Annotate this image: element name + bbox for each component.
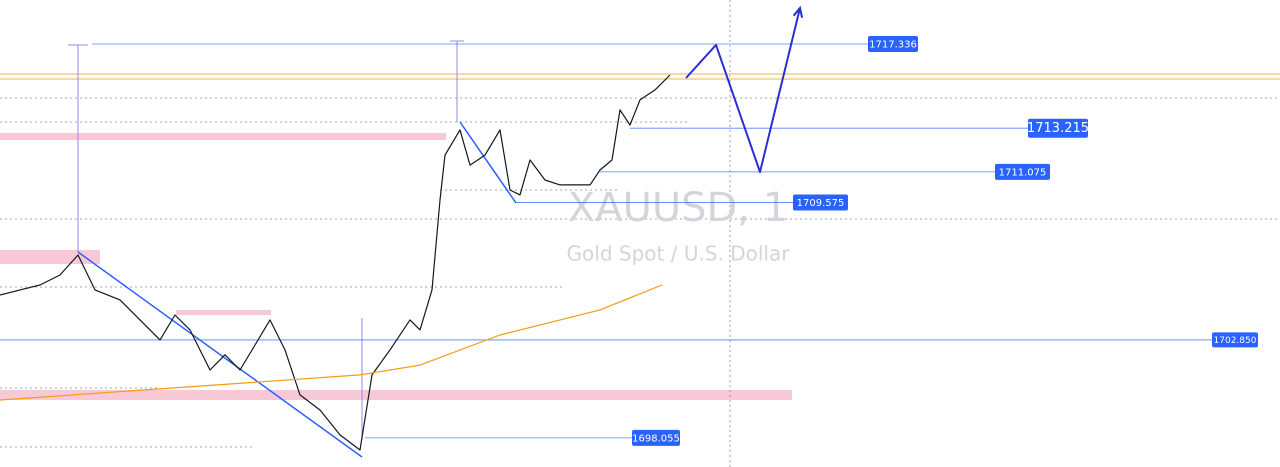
zone: [0, 390, 792, 400]
zone: [0, 133, 446, 140]
level-label-box: [995, 163, 1050, 180]
watermark: XAUUSD, 1: [568, 185, 788, 231]
arrowhead: [792, 5, 804, 18]
watermark-subtitle: Gold Spot / U.S. Dollar: [567, 242, 791, 266]
price-line: [685, 7, 801, 173]
trendline: [459, 121, 517, 204]
level-label-box: [632, 429, 680, 446]
level-label-box: [1212, 332, 1258, 348]
trendline: [77, 251, 363, 458]
level-label: 1709.575: [797, 198, 845, 209]
level-label-box: [1028, 118, 1088, 138]
level-label-box: [868, 36, 918, 53]
price-line: [0, 284, 663, 401]
level-label: 1698.055: [632, 433, 680, 444]
price-line: [0, 74, 671, 451]
level-label-box: [793, 194, 848, 211]
level-label: 1713.215: [1027, 121, 1089, 136]
zone: [0, 250, 100, 264]
level-label: 1711.075: [999, 167, 1047, 178]
level-label: 1702.850: [1214, 336, 1257, 346]
level-label: 1717.336: [869, 40, 917, 51]
zone: [176, 310, 271, 315]
